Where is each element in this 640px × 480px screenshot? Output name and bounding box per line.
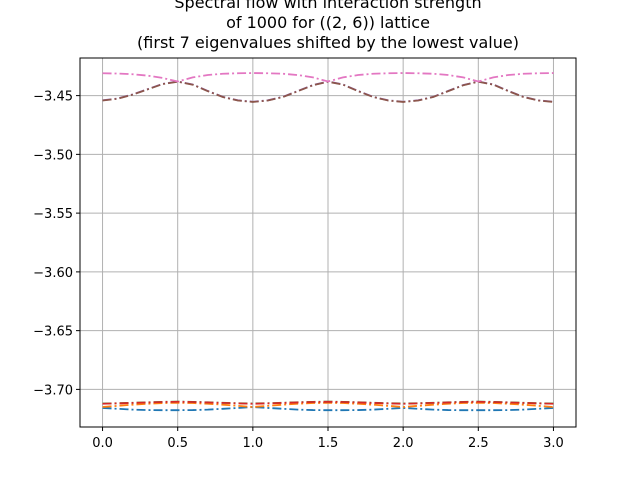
series-line-7 bbox=[102, 72, 554, 83]
chart-title-line-2: of 1000 for ((2, 6)) lattice bbox=[226, 13, 430, 32]
y-tick-label: −3.70 bbox=[33, 383, 73, 398]
chart-title-line-1: Spectral flow with interaction strength bbox=[174, 0, 481, 12]
x-tick-label: 1.0 bbox=[243, 436, 264, 451]
x-tick-label: 0.0 bbox=[92, 436, 113, 451]
series-line-1 bbox=[102, 406, 554, 412]
series-line-2 bbox=[102, 401, 554, 408]
x-tick-label: 2.0 bbox=[393, 436, 414, 451]
chart-title: Spectral flow with interaction strength … bbox=[137, 0, 519, 52]
y-tick-label: −3.55 bbox=[33, 207, 73, 222]
x-tick-label: 3.0 bbox=[543, 436, 564, 451]
series-line-4 bbox=[102, 400, 554, 405]
y-tick-label: −3.50 bbox=[33, 148, 73, 163]
x-tick-label: 2.5 bbox=[468, 436, 489, 451]
y-tick-label: −3.45 bbox=[33, 90, 73, 105]
series-lines bbox=[102, 72, 554, 412]
x-tick-label: 1.5 bbox=[318, 436, 339, 451]
y-tick-label: −3.60 bbox=[33, 266, 73, 281]
plot-frame bbox=[79, 57, 577, 428]
grid bbox=[80, 58, 576, 427]
chart-title-line-3: (first 7 eigenvalues shifted by the lowe… bbox=[137, 33, 519, 52]
y-tick-label: −3.65 bbox=[33, 325, 73, 340]
axis-ticks: 0.0 0.5 1.0 1.5 2.0 2.5 3.0 −3.45 −3.50 −3.55 −3.6… bbox=[33, 90, 564, 451]
x-tick-label: 0.5 bbox=[167, 436, 188, 451]
